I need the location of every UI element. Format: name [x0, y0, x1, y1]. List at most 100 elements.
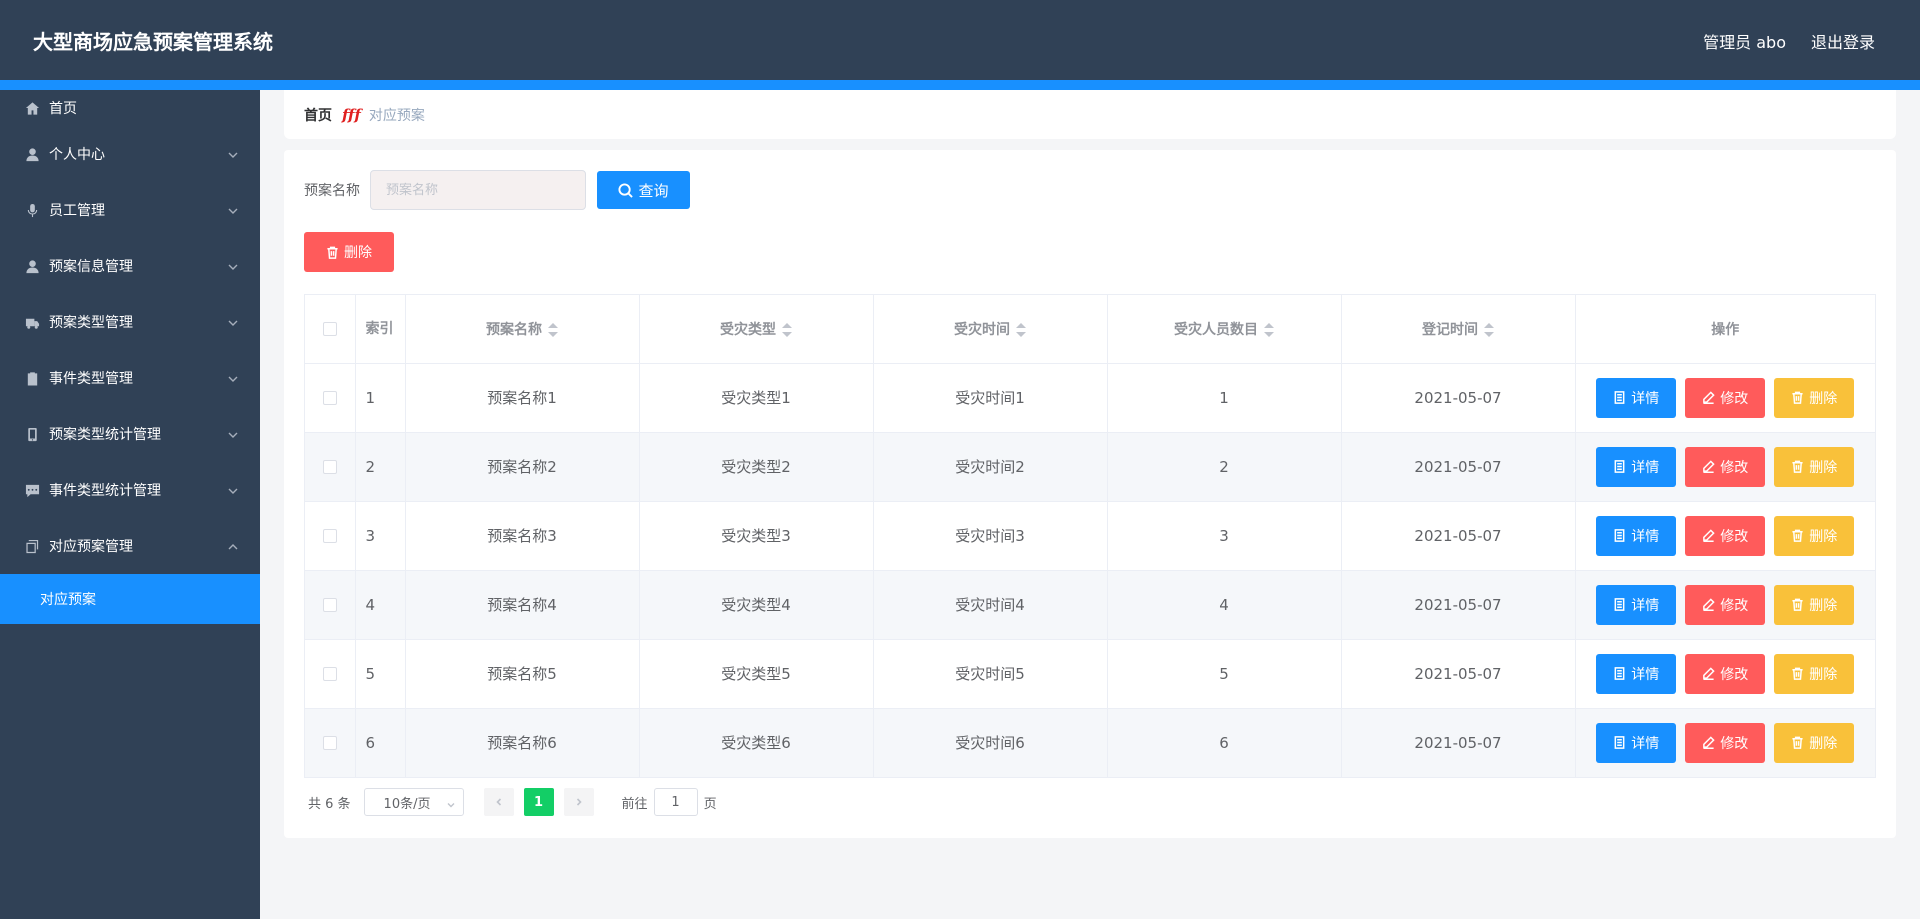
trash-icon: [1792, 667, 1803, 680]
sidebar-item-label: 个人中心: [49, 147, 105, 163]
table-body: 1 预案名称1 受灾类型1 受灾时间1 1 2021-05-07 详情 修改 删除 2 预案名称2 受…: [305, 363, 1875, 777]
sidebar-item-profile[interactable]: 个人中心: [0, 126, 260, 182]
trash-icon: [1792, 598, 1803, 611]
cell-disaster-time: 受灾时间2: [873, 432, 1108, 502]
breadcrumb: 首页 fff 对应预案: [284, 90, 1896, 139]
edit-button[interactable]: 修改: [1685, 515, 1766, 556]
search-icon: [618, 182, 634, 198]
page-number-current[interactable]: 1: [523, 788, 554, 816]
sidebar-item-label: 事件类型统计管理: [49, 483, 161, 499]
app-title: 大型商场应急预案管理系统: [33, 30, 273, 54]
detail-button[interactable]: 详情: [1596, 584, 1677, 625]
detail-button[interactable]: 详情: [1596, 446, 1677, 487]
sidebar-item-plan-type-stats[interactable]: 预案类型统计管理: [0, 406, 260, 462]
logout-link[interactable]: 退出登录: [1810, 33, 1875, 52]
detail-button[interactable]: 详情: [1596, 722, 1677, 763]
edit-button[interactable]: 修改: [1685, 446, 1766, 487]
sort-icon[interactable]: [1016, 322, 1026, 337]
delete-button[interactable]: 删除: [1774, 446, 1855, 487]
table-row: 3 预案名称3 受灾类型3 受灾时间3 3 2021-05-07 详情 修改 删除: [305, 501, 1875, 571]
header-plan-name[interactable]: 预案名称: [405, 295, 640, 364]
chevron-down-icon: [228, 372, 238, 382]
search-input[interactable]: [370, 170, 586, 210]
prev-page-button[interactable]: [483, 788, 514, 816]
header-register-date[interactable]: 登记时间: [1341, 295, 1576, 364]
header-victim-count[interactable]: 受灾人员数目: [1107, 295, 1342, 364]
sidebar-item-event-type-stats[interactable]: 事件类型统计管理: [0, 462, 260, 518]
detail-label: 详情: [1631, 735, 1660, 752]
cell-victim-count: 3: [1107, 501, 1342, 571]
batch-delete-button[interactable]: 删除: [304, 232, 394, 272]
edit-button[interactable]: 修改: [1685, 584, 1766, 625]
cell-disaster-type: 受灾类型5: [639, 639, 874, 709]
cell-plan-name: 预案名称6: [405, 708, 640, 777]
truck-icon: [24, 314, 40, 330]
select-all-checkbox[interactable]: [322, 321, 337, 336]
next-page-button[interactable]: [563, 788, 594, 816]
sort-icon[interactable]: [782, 322, 792, 337]
header-disaster-time[interactable]: 受灾时间: [873, 295, 1108, 364]
sidebar-item-label: 事件类型管理: [49, 371, 133, 387]
cell-plan-name: 预案名称1: [405, 363, 640, 433]
row-checkbox[interactable]: [322, 598, 337, 612]
sidebar-item-event-type[interactable]: 事件类型管理: [0, 350, 260, 406]
cell-disaster-type: 受灾类型3: [639, 501, 874, 571]
chevron-down-icon: [228, 428, 238, 438]
sidebar-item-label: 员工管理: [49, 203, 105, 219]
edit-icon: [1703, 736, 1715, 750]
sidebar-item-plan-type[interactable]: 预案类型管理: [0, 294, 260, 350]
edit-button[interactable]: 修改: [1685, 722, 1766, 763]
edit-icon: [1703, 667, 1715, 680]
cell-disaster-time: 受灾时间1: [873, 363, 1108, 433]
sort-icon[interactable]: [1484, 322, 1494, 337]
delete-label: 删除: [1809, 528, 1838, 545]
delete-button[interactable]: 删除: [1774, 584, 1855, 625]
pagination-total: 共 6 条: [308, 796, 351, 812]
edit-button[interactable]: 修改: [1685, 377, 1766, 418]
row-select-cell: [305, 432, 356, 502]
sidebar: 首页 个人中心 员工管理 预案信息管理 预案类型管理 事件类型管理 预案类型统计…: [0, 90, 260, 919]
cell-plan-name: 预案名称5: [405, 639, 640, 709]
detail-button[interactable]: 详情: [1596, 377, 1677, 418]
row-checkbox[interactable]: [322, 391, 337, 405]
delete-button[interactable]: 删除: [1774, 515, 1855, 556]
detail-button[interactable]: 详情: [1596, 515, 1677, 556]
page-size-select[interactable]: 10条/页: [363, 788, 464, 816]
delete-label: 删除: [1809, 597, 1838, 614]
query-button[interactable]: 查询: [597, 171, 690, 209]
sort-icon[interactable]: [1264, 322, 1274, 337]
sidebar-item-staff[interactable]: 员工管理: [0, 182, 260, 238]
delete-button[interactable]: 删除: [1774, 653, 1855, 694]
goto-page-input[interactable]: [653, 788, 698, 816]
edit-button[interactable]: 修改: [1685, 653, 1766, 694]
sort-icon[interactable]: [548, 322, 558, 337]
header-disaster-type[interactable]: 受灾类型: [639, 295, 874, 364]
table-row: 6 预案名称6 受灾类型6 受灾时间6 6 2021-05-07 详情 修改 删除: [305, 708, 1875, 777]
search-label: 预案名称: [304, 183, 360, 199]
edit-label: 修改: [1720, 459, 1749, 476]
row-checkbox[interactable]: [322, 529, 337, 543]
row-checkbox[interactable]: [322, 667, 337, 681]
sidebar-item-plan-info[interactable]: 预案信息管理: [0, 238, 260, 294]
cell-operations: 详情 修改 删除: [1575, 363, 1875, 433]
sidebar-item-home[interactable]: 首页: [0, 90, 260, 126]
page-size-value: 10条/页: [383, 796, 431, 812]
header-label: 受灾时间: [954, 321, 1010, 338]
sidebar-subitem-matched-plan[interactable]: 对应预案: [0, 574, 260, 624]
row-checkbox[interactable]: [322, 460, 337, 474]
table-row: 4 预案名称4 受灾类型4 受灾时间4 4 2021-05-07 详情 修改 删除: [305, 570, 1875, 640]
sidebar-item-matched-plan[interactable]: 对应预案管理: [0, 518, 260, 574]
cell-plan-name: 预案名称4: [405, 570, 640, 640]
clipboard-icon: [24, 370, 40, 386]
cell-disaster-time: 受灾时间5: [873, 639, 1108, 709]
microphone-icon: [24, 202, 40, 218]
breadcrumb-current: 对应预案: [368, 107, 425, 124]
document-icon: [1614, 460, 1625, 473]
delete-button[interactable]: 删除: [1774, 377, 1855, 418]
delete-button[interactable]: 删除: [1774, 722, 1855, 763]
breadcrumb-home[interactable]: 首页: [304, 107, 332, 124]
delete-label: 删除: [1809, 735, 1838, 752]
row-select-cell: [305, 708, 356, 777]
detail-button[interactable]: 详情: [1596, 653, 1677, 694]
row-checkbox[interactable]: [322, 736, 337, 751]
